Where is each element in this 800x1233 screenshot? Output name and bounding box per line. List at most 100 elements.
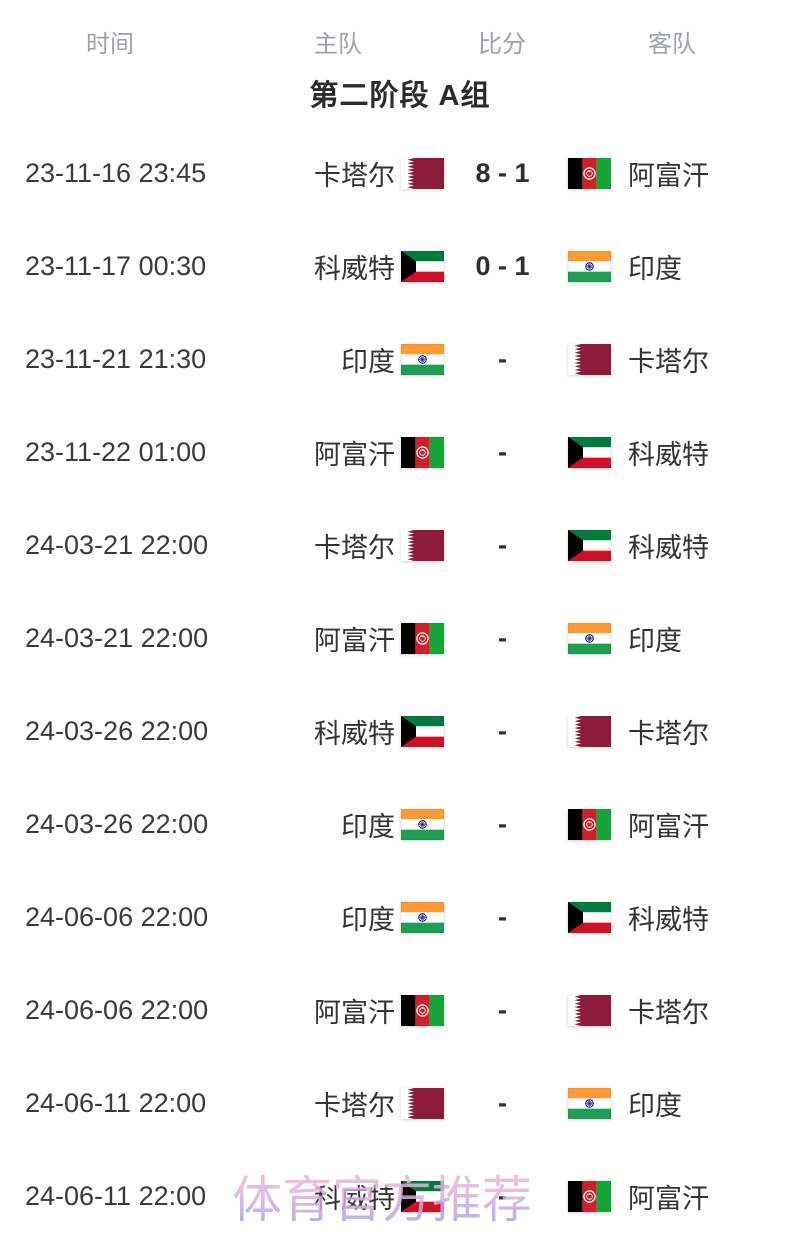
home-team-name: 科威特 xyxy=(314,254,395,284)
away-flag-cell xyxy=(555,995,615,1026)
match-score: - xyxy=(498,623,507,653)
home-flag-cell xyxy=(395,530,450,561)
qatar-flag-icon xyxy=(567,344,611,375)
column-header-score: 比分 xyxy=(478,31,526,58)
match-row[interactable]: 23-11-21 21:30 印度 - 卡塔尔 xyxy=(0,313,800,406)
away-team-name: 科威特 xyxy=(628,905,709,935)
column-header-away: 客队 xyxy=(648,31,696,58)
match-time: 24-03-21 22:00 xyxy=(25,623,209,653)
home-flag-cell xyxy=(395,1088,450,1119)
match-row[interactable]: 24-03-26 22:00 印度 - 阿富汗 xyxy=(0,778,800,871)
match-time: 24-06-11 22:00 xyxy=(25,1088,207,1118)
match-row[interactable]: 24-06-11 22:00 卡塔尔 - 印度 xyxy=(0,1057,800,1150)
afghanistan-flag-icon xyxy=(401,437,444,468)
away-team-name: 印度 xyxy=(628,626,682,656)
away-flag-cell xyxy=(555,1181,615,1212)
away-team-name: 卡塔尔 xyxy=(628,347,709,377)
home-team-name: 阿富汗 xyxy=(314,998,395,1028)
away-flag-cell xyxy=(555,344,615,375)
home-team-name: 科威特 xyxy=(314,719,395,749)
home-flag-cell xyxy=(395,809,450,840)
qatar-flag-icon xyxy=(567,716,611,747)
home-flag-cell xyxy=(395,716,450,747)
afghanistan-flag-icon xyxy=(401,623,444,654)
kuwait-flag-icon xyxy=(401,1181,444,1212)
india-flag-icon xyxy=(567,623,611,654)
away-team-name: 科威特 xyxy=(628,440,709,470)
home-team-name: 阿富汗 xyxy=(314,626,395,656)
match-row[interactable]: 24-06-06 22:00 阿富汗 - 卡塔尔 xyxy=(0,964,800,1057)
match-score: - xyxy=(498,809,507,839)
match-row[interactable]: 23-11-22 01:00 阿富汗 - 科威特 xyxy=(0,406,800,499)
away-flag-cell xyxy=(555,530,615,561)
home-team-name: 卡塔尔 xyxy=(314,1091,395,1121)
away-team-name: 印度 xyxy=(628,1091,682,1121)
home-flag-cell xyxy=(395,437,450,468)
home-flag-cell xyxy=(395,344,450,375)
away-team-name: 印度 xyxy=(628,254,682,284)
kuwait-flag-icon xyxy=(401,716,444,747)
match-score: - xyxy=(498,344,507,374)
home-team-name: 印度 xyxy=(341,905,395,935)
match-time: 24-03-26 22:00 xyxy=(25,809,209,839)
column-header-time: 时间 xyxy=(86,31,134,58)
kuwait-flag-icon xyxy=(567,437,611,468)
match-score: 8 - 1 xyxy=(475,158,530,188)
match-row[interactable]: 24-03-21 22:00 卡塔尔 - 科威特 xyxy=(0,499,800,592)
home-flag-cell xyxy=(395,158,450,189)
match-row[interactable]: 24-03-21 22:00 阿富汗 - 印度 xyxy=(0,592,800,685)
kuwait-flag-icon xyxy=(567,530,611,561)
match-score: - xyxy=(498,716,507,746)
home-team-name: 卡塔尔 xyxy=(314,533,395,563)
match-time: 23-11-22 01:00 xyxy=(25,437,207,467)
match-score: - xyxy=(498,902,507,932)
match-time: 23-11-16 23:45 xyxy=(25,158,207,188)
home-flag-cell xyxy=(395,623,450,654)
qatar-flag-icon xyxy=(401,1088,444,1119)
match-row[interactable]: 24-03-26 22:00 科威特 - 卡塔尔 xyxy=(0,685,800,778)
table-header: 时间 主队 比分 客队 xyxy=(0,0,800,60)
match-row[interactable]: 23-11-16 23:45 卡塔尔 8 - 1 阿富汗 xyxy=(0,127,800,220)
home-flag-cell xyxy=(395,902,450,933)
afghanistan-flag-icon xyxy=(567,809,611,840)
afghanistan-flag-icon xyxy=(567,1181,611,1212)
india-flag-icon xyxy=(401,902,444,933)
match-score: - xyxy=(498,530,507,560)
match-score: - xyxy=(498,437,507,467)
kuwait-flag-icon xyxy=(401,251,444,282)
match-row[interactable]: 24-06-06 22:00 印度 - 科威特 xyxy=(0,871,800,964)
away-team-name: 阿富汗 xyxy=(628,812,709,842)
away-team-name: 阿富汗 xyxy=(628,1184,709,1214)
home-team-name: 卡塔尔 xyxy=(314,161,395,191)
match-score: - xyxy=(498,1088,507,1118)
home-team-name: 印度 xyxy=(341,347,395,377)
home-flag-cell xyxy=(395,1181,450,1212)
away-flag-cell xyxy=(555,623,615,654)
away-team-name: 科威特 xyxy=(628,533,709,563)
match-time: 24-06-06 22:00 xyxy=(25,995,209,1025)
away-flag-cell xyxy=(555,251,615,282)
match-time: 24-06-11 22:00 xyxy=(25,1181,207,1211)
afghanistan-flag-icon xyxy=(401,995,444,1026)
india-flag-icon xyxy=(567,1088,611,1119)
india-flag-icon xyxy=(401,344,444,375)
away-flag-cell xyxy=(555,902,615,933)
column-header-home: 主队 xyxy=(314,31,362,58)
match-row[interactable]: 23-11-17 00:30 科威特 0 - 1 印度 xyxy=(0,220,800,313)
match-time: 24-03-21 22:00 xyxy=(25,530,209,560)
afghanistan-flag-icon xyxy=(567,158,611,189)
match-row[interactable]: 24-06-11 22:00 科威特 - 阿富汗 xyxy=(0,1150,800,1233)
away-flag-cell xyxy=(555,809,615,840)
match-score: - xyxy=(498,995,507,1025)
home-team-name: 科威特 xyxy=(314,1184,395,1214)
away-flag-cell xyxy=(555,716,615,747)
match-time: 24-03-26 22:00 xyxy=(25,716,209,746)
qatar-flag-icon xyxy=(567,995,611,1026)
home-flag-cell xyxy=(395,251,450,282)
away-flag-cell xyxy=(555,158,615,189)
match-score: - xyxy=(498,1181,507,1211)
india-flag-icon xyxy=(567,251,611,282)
match-time: 23-11-21 21:30 xyxy=(25,344,207,374)
match-score: 0 - 1 xyxy=(475,251,530,281)
